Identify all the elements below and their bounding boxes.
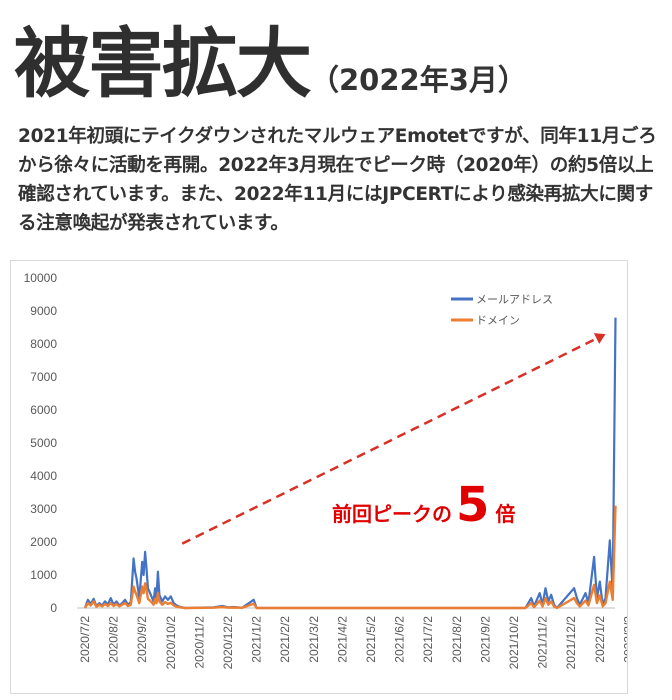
x-tick-label: 2021/3/2 bbox=[307, 616, 321, 663]
x-tick-label: 2021/11/2 bbox=[536, 616, 550, 669]
x-tick-label: 2020/11/2 bbox=[192, 616, 206, 669]
chart-series bbox=[83, 317, 617, 610]
x-tick-label: 2021/8/2 bbox=[450, 616, 464, 663]
emotet-line-chart: 0 1000 2000 3000 4000 5000 6000 7000 8000 9000 100… bbox=[24, 271, 664, 670]
x-tick-label: 2021/6/2 bbox=[393, 616, 407, 663]
x-tick-label: 2021/4/2 bbox=[335, 616, 349, 663]
legend-label: メールアドレス bbox=[476, 294, 553, 306]
x-tick-label: 2020/7/2 bbox=[78, 616, 92, 663]
trend-arrowhead bbox=[593, 333, 606, 344]
y-tick-label: 9000 bbox=[30, 304, 57, 318]
description-text: 2021年初頭にテイクダウンされたマルウェアEmotetですが、同年11月ごろか… bbox=[18, 126, 657, 234]
y-tick-label: 7000 bbox=[30, 370, 57, 384]
y-tick-label: 10000 bbox=[24, 271, 58, 285]
trend-arrow-line bbox=[181, 337, 598, 545]
x-tick-label: 2020/12/2 bbox=[221, 616, 235, 670]
x-tick-label: 2021/5/2 bbox=[364, 616, 378, 663]
y-tick-label: 2000 bbox=[30, 535, 57, 549]
x-tick-label: 2021/7/2 bbox=[421, 616, 435, 663]
legend-label: ドメイン bbox=[476, 315, 520, 327]
x-tick-label: 2022/1/2 bbox=[593, 616, 607, 663]
x-tick-label: 2021/9/2 bbox=[478, 616, 492, 663]
annotation-suffix: 倍 bbox=[495, 502, 515, 526]
page-title: 被害拡大（2022年3月） bbox=[14, 2, 527, 112]
y-tick-label: 6000 bbox=[30, 403, 57, 417]
series-line-domain bbox=[83, 505, 617, 610]
y-tick-label: 4000 bbox=[30, 469, 57, 483]
x-tick-label: 2021/10/2 bbox=[507, 616, 521, 670]
x-tick-label: 2022/2/2 bbox=[621, 616, 627, 663]
chart-frame: 0 1000 2000 3000 4000 5000 6000 7000 8000 9000 100… bbox=[10, 260, 664, 694]
annotation-number: 5 bbox=[456, 477, 489, 533]
x-tick-label: 2021/1/2 bbox=[250, 616, 264, 663]
x-tick-label: 2020/8/2 bbox=[107, 616, 121, 663]
series-line-email bbox=[83, 317, 617, 610]
title-date: （2022年3月） bbox=[310, 63, 527, 97]
x-axis: 2020/7/2 2020/8/2 2020/9/2 2020/10/2 2020/11… bbox=[77, 607, 664, 670]
y-axis: 0 1000 2000 3000 4000 5000 6000 7000 8000 9000 100… bbox=[24, 271, 58, 615]
x-tick-label: 2020/10/2 bbox=[164, 616, 178, 670]
peak-annotation: 前回ピークの5 倍 bbox=[332, 477, 515, 533]
annotation-prefix: 前回ピークの bbox=[332, 502, 452, 526]
chart-annotation: 前回ピークの5 倍 bbox=[181, 333, 606, 545]
y-tick-label: 5000 bbox=[30, 436, 57, 450]
y-tick-label: 1000 bbox=[30, 568, 57, 582]
title-main: 被害拡大 bbox=[14, 19, 312, 108]
x-tick-label: 2021/12/2 bbox=[564, 616, 578, 670]
y-tick-label: 3000 bbox=[30, 502, 57, 516]
x-tick-label: 2020/9/2 bbox=[135, 616, 149, 663]
y-tick-label: 0 bbox=[50, 601, 57, 615]
x-tick-label: 2021/2/2 bbox=[278, 616, 292, 663]
y-tick-label: 8000 bbox=[30, 337, 57, 351]
